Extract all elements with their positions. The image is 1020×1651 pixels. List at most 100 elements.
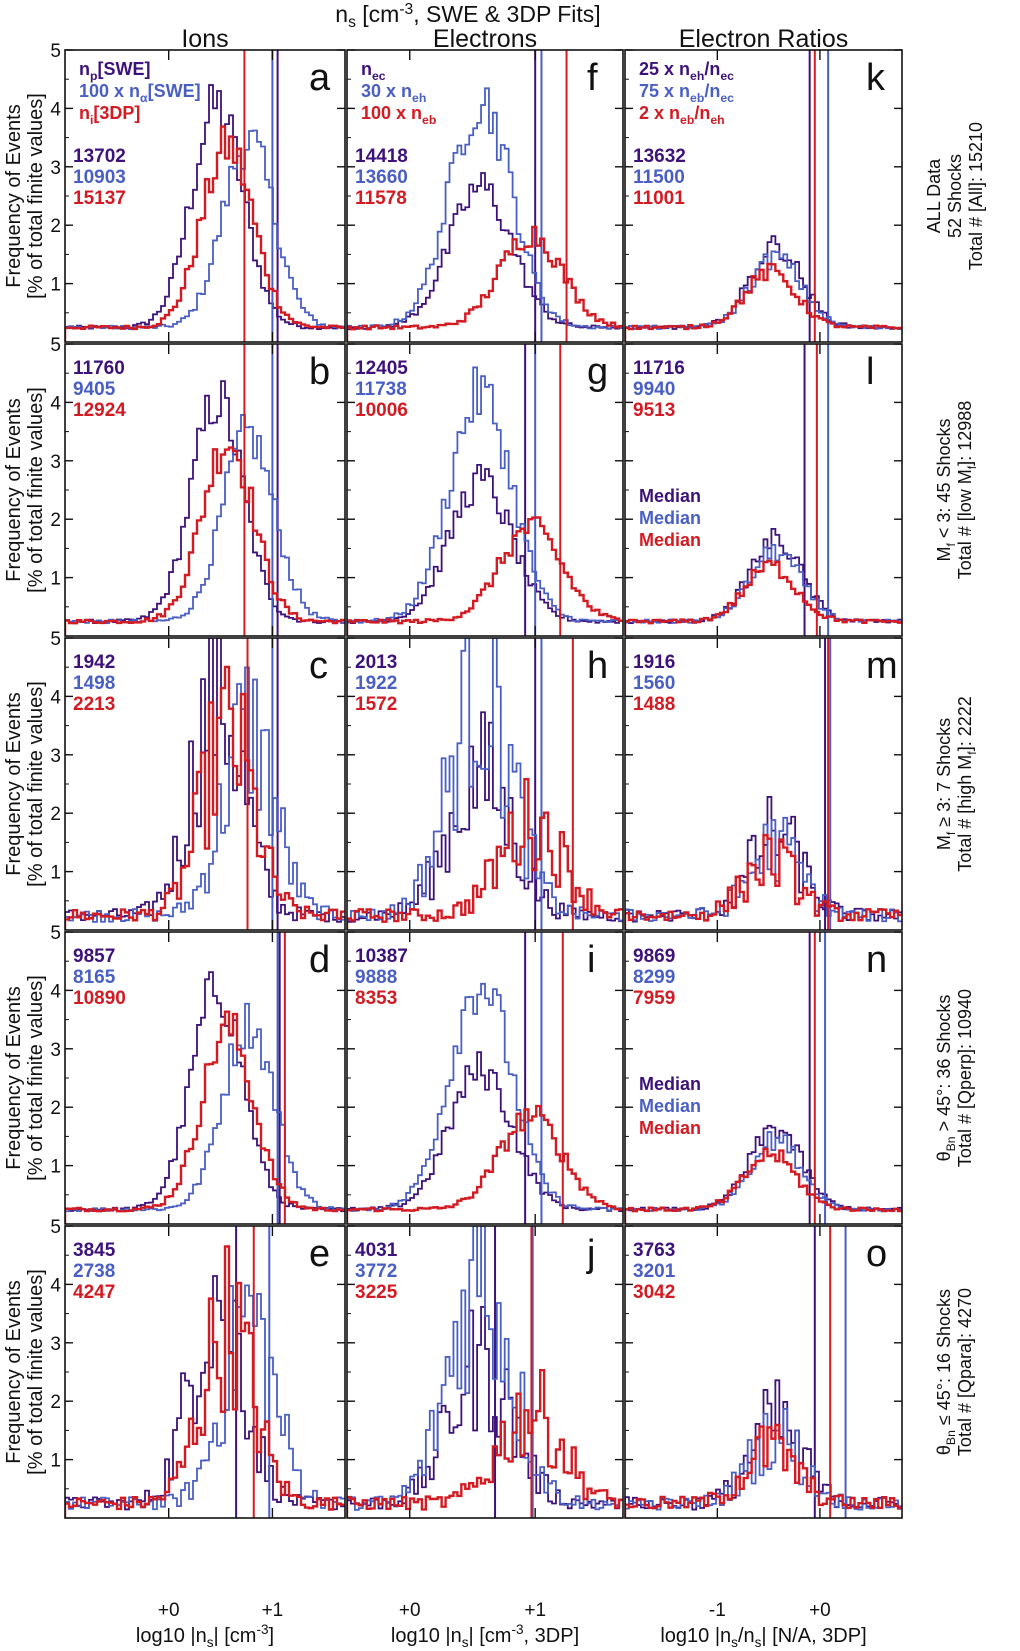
legend-entry: nec <box>361 59 386 83</box>
panel-letter: k <box>866 57 886 99</box>
histograms <box>65 638 345 930</box>
legend-entry: 100 x nα[SWE] <box>79 81 201 105</box>
count-label: 8299 <box>633 967 675 988</box>
histogram-series-1 <box>65 1284 345 1518</box>
histogram-series-1 <box>347 1226 623 1518</box>
y-axis-label-line2: [% of total finite values] <box>25 681 47 887</box>
y-tick-label: 1 <box>50 1451 61 1472</box>
histogram-series-2 <box>347 225 623 342</box>
count-label: 10903 <box>73 167 126 188</box>
panel-a: 1 2 3 4 5 a np[SWE]100 x nα[SWE]ni[3DP] 1370210… <box>50 41 346 343</box>
histogram-series-1 <box>347 87 623 342</box>
y-tick-label: 3 <box>50 1334 61 1355</box>
y-tick-label: 2 <box>50 1098 61 1119</box>
y-axis-label-line2: [% of total finite values] <box>25 387 47 593</box>
histogram-series-2 <box>625 1423 902 1518</box>
histogram-series-2 <box>65 1010 345 1224</box>
count-label: 1916 <box>633 652 675 673</box>
histograms <box>65 344 345 636</box>
x-tick-label: +0 <box>158 1600 180 1621</box>
y-axis-label-line1: Frequency of Events <box>3 1280 25 1463</box>
panel-letter: l <box>866 351 874 393</box>
y-tick-label: 4 <box>50 393 61 414</box>
count-label: 12405 <box>355 358 408 379</box>
histograms <box>347 50 623 342</box>
count-label: 7959 <box>633 988 675 1009</box>
panel-letter: d <box>309 939 330 981</box>
count-label: 9888 <box>355 967 397 988</box>
histograms <box>65 50 345 342</box>
count-label: 1922 <box>355 673 397 694</box>
panel-letter: h <box>587 645 608 687</box>
count-label: 2013 <box>355 652 397 673</box>
histogram-series-2 <box>65 1245 345 1518</box>
count-label: 1488 <box>633 694 675 715</box>
row-label-line: Total # [low Mf]: 12988 <box>955 401 979 580</box>
histogram-series-2 <box>65 125 345 342</box>
row-label-line: θBn ≤ 45°: 16 Shocks <box>934 1289 958 1455</box>
y-axis-label-line2: [% of total finite values] <box>25 975 47 1181</box>
count-label: 11500 <box>633 167 685 188</box>
histogram-series-2 <box>65 665 345 930</box>
count-label: 3042 <box>633 1282 675 1303</box>
y-tick-label: 5 <box>50 923 61 944</box>
histogram-series-2 <box>347 516 623 636</box>
y-tick-label: 4 <box>50 1275 61 1296</box>
y-tick-label: 2 <box>50 1392 61 1413</box>
row-label-line: ALL Data <box>924 158 944 233</box>
figure-title: ns [cm-3, SWE & 3DP Fits] <box>335 1 600 31</box>
legend-entry: 75 x neb/nec <box>639 81 734 105</box>
count-label: 9869 <box>633 946 675 967</box>
legend-entry: ni[3DP] <box>79 103 140 127</box>
x-tick-label: -1 <box>709 1600 726 1621</box>
y-tick-label: 1 <box>50 569 61 590</box>
count-label: 13660 <box>355 167 408 188</box>
median-legend: Median <box>639 1074 701 1094</box>
count-label: 10387 <box>355 946 408 967</box>
median-legend: Median <box>639 486 701 506</box>
y-tick-label: 4 <box>50 687 61 708</box>
count-label: 3772 <box>355 1261 397 1282</box>
y-axis-label: Frequency of Events [% of total finite va… <box>3 1269 47 1475</box>
x-axis-label: log10 |ns| [cm-3] <box>136 1622 274 1650</box>
y-tick-label: 3 <box>50 158 61 179</box>
row-label-line: Total # [high Mf]: 2222 <box>955 696 979 872</box>
count-label: 13632 <box>633 146 686 167</box>
y-tick-label: 2 <box>50 216 61 237</box>
histogram-series-0 <box>65 1245 345 1518</box>
panel-letter: n <box>866 939 887 981</box>
count-label: 13702 <box>73 146 126 167</box>
count-label: 2738 <box>73 1261 115 1282</box>
count-label: 14418 <box>355 146 408 167</box>
y-axis-label-line1: Frequency of Events <box>3 398 25 581</box>
panel-letter: e <box>309 1233 330 1275</box>
histograms <box>347 344 623 636</box>
histogram-series-2 <box>65 446 345 636</box>
count-label: 10006 <box>355 400 408 421</box>
histograms <box>347 638 623 930</box>
count-label: 1498 <box>73 673 115 694</box>
panel-letter: o <box>866 1233 887 1275</box>
count-label: 3845 <box>73 1240 116 1261</box>
count-label: 8165 <box>73 967 116 988</box>
count-label: 11760 <box>73 358 125 379</box>
legend-entry: 100 x neb <box>361 103 436 127</box>
row-label-line: Total # [Qperp]: 10940 <box>955 989 975 1167</box>
y-tick-label: 5 <box>50 1217 61 1238</box>
median-legend: Median <box>639 508 701 528</box>
y-axis-label: Frequency of Events [% of total finite va… <box>3 93 47 299</box>
row-label: Mf ≥ 3: 7 Shocks Total # [high Mf]: 2222 <box>934 696 979 872</box>
count-label: 11738 <box>355 379 407 400</box>
count-label: 3763 <box>633 1240 675 1261</box>
column-title: Ions <box>181 25 228 53</box>
count-label: 8353 <box>355 988 397 1009</box>
y-tick-label: 5 <box>50 335 61 356</box>
panel-letter: c <box>309 645 328 687</box>
histogram-series-2 <box>347 1104 623 1224</box>
